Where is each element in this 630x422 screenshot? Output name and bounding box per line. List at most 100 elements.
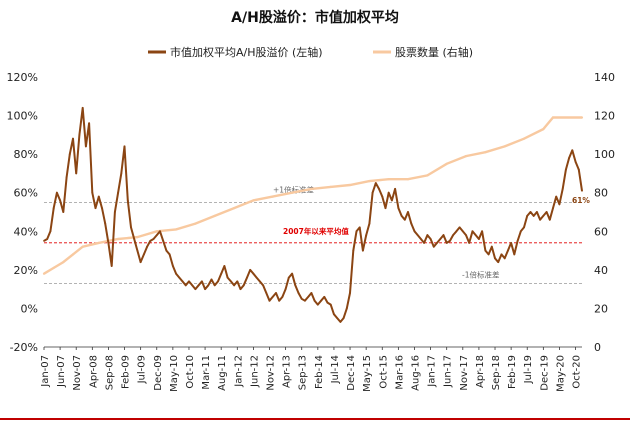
right-y-tick-label: 140	[594, 71, 615, 84]
premium-data-point	[291, 272, 293, 275]
count-data-point	[252, 199, 255, 202]
premium-data-point	[487, 253, 490, 256]
premium-data-point	[249, 269, 252, 271]
end-value-label: 61%	[572, 196, 590, 205]
premium-data-point	[175, 272, 178, 275]
count-data-point	[426, 174, 429, 177]
right-y-axis-ticks: 0 20 40 60 80 100 120 140	[594, 71, 615, 354]
series-line-ah-premium	[43, 106, 583, 323]
premium-data-point	[381, 195, 384, 198]
premium-data-point	[159, 230, 161, 233]
premium-data-point	[407, 211, 409, 213]
premium-data-point	[223, 265, 226, 267]
premium-data-point	[297, 292, 300, 294]
reference-line-label: +1倍标准差	[273, 184, 315, 194]
premium-data-point	[226, 276, 229, 279]
x-tick-label: Jan-17	[427, 355, 438, 388]
premium-data-point	[265, 292, 268, 294]
count-data-point	[62, 261, 65, 264]
left-y-tick-label: 0%	[21, 302, 38, 315]
premium-data-point	[300, 297, 303, 300]
premium-data-point	[368, 222, 371, 225]
premium-data-point	[445, 242, 448, 244]
premium-data-point	[68, 153, 71, 156]
x-tick-label: Jul-09	[137, 355, 148, 384]
reference-line-label: -1倍标准差	[462, 269, 500, 279]
x-tick-label: Oct-20	[572, 355, 583, 389]
premium-data-point	[197, 284, 200, 287]
premium-data-point	[378, 188, 380, 190]
x-tick-label: Sep-08	[104, 355, 115, 390]
x-tick-label: Apr-18	[475, 355, 486, 388]
premium-data-point	[355, 230, 358, 233]
premium-data-point	[394, 188, 396, 190]
x-tick-label: Aug-16	[410, 355, 421, 391]
left-y-tick-label: 120%	[7, 71, 38, 84]
x-axis-ticks: Jan-07 Jun-07 Nov-07 Apr-08 Sep-08 Feb-09 Jul-…	[40, 347, 583, 392]
premium-data-point	[152, 238, 155, 240]
premium-data-point	[275, 292, 277, 294]
premium-data-point	[316, 303, 319, 306]
right-y-tick-label: 60	[594, 225, 608, 238]
premium-data-point	[397, 207, 400, 210]
premium-data-point	[284, 288, 287, 290]
reference-line-label: 2007年以来平均值	[283, 226, 349, 236]
premium-data-point	[114, 211, 116, 213]
premium-data-point	[497, 261, 500, 263]
premium-data-point	[94, 207, 97, 210]
reference-lines: +1倍标准差 2007年以来平均值 -1倍标准差	[44, 184, 582, 284]
left-y-tick-label: 80%	[14, 148, 38, 161]
count-data-point	[551, 116, 555, 119]
premium-data-point	[481, 230, 483, 233]
premium-data-point	[149, 240, 152, 242]
premium-data-point	[519, 230, 522, 233]
premium-data-point	[426, 234, 429, 237]
right-y-tick-label: 80	[594, 187, 608, 200]
premium-data-point	[571, 149, 574, 152]
premium-data-point	[252, 272, 255, 275]
count-data-point	[52, 266, 55, 269]
count-data-point	[291, 191, 294, 194]
premium-data-point	[432, 245, 435, 248]
premium-data-point	[191, 284, 194, 287]
premium-data-point	[581, 189, 583, 192]
premium-data-point	[468, 242, 471, 244]
premium-data-point	[323, 296, 326, 298]
premium-data-point	[313, 299, 316, 302]
premium-data-point	[374, 182, 377, 185]
premium-data-point	[130, 226, 132, 229]
right-y-tick-label: 100	[594, 148, 615, 161]
legend-label-count: 股票数量 (右轴)	[395, 45, 473, 59]
premium-data-point	[439, 238, 442, 240]
premium-data-point	[416, 234, 419, 237]
premium-data-point	[329, 303, 332, 306]
premium-data-point	[123, 145, 126, 148]
count-data-point	[117, 237, 120, 241]
premium-data-point	[281, 296, 284, 298]
premium-data-point	[101, 207, 103, 210]
premium-data-point	[181, 280, 184, 283]
premium-data-point	[268, 299, 271, 302]
premium-data-point	[75, 172, 78, 175]
x-tick-label: Jan-12	[233, 355, 244, 388]
premium-data-point	[233, 284, 236, 287]
premium-data-point	[503, 257, 506, 260]
premium-data-point	[72, 137, 74, 140]
premium-data-point	[46, 238, 49, 240]
premium-data-point	[262, 284, 264, 287]
premium-data-point	[358, 226, 361, 229]
premium-data-point	[349, 292, 351, 294]
premium-data-point	[210, 278, 213, 281]
count-data-point	[348, 183, 352, 187]
chart-title: A/H股溢价：市值加权平均	[231, 9, 399, 26]
premium-data-point	[246, 276, 248, 279]
premium-data-point	[362, 249, 364, 252]
premium-data-point	[133, 238, 136, 240]
premium-data-point	[484, 249, 487, 252]
premium-data-point	[172, 265, 174, 267]
premium-data-point	[455, 230, 458, 233]
premium-data-point	[555, 195, 558, 198]
premium-data-point	[146, 245, 149, 248]
legend: 市值加权平均A/H股溢价 (左轴) 股票数量 (右轴)	[148, 45, 473, 59]
